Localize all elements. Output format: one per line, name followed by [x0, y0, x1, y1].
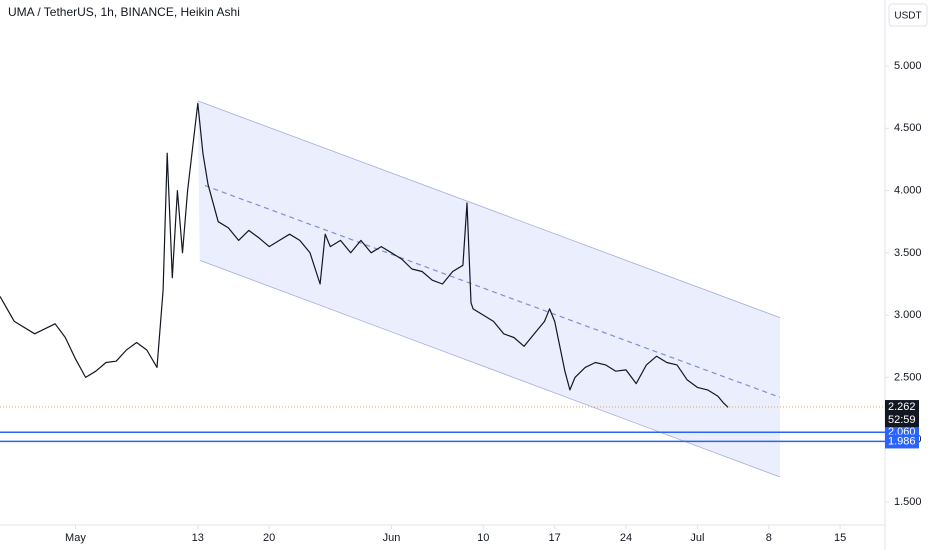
x-tick-label: 8 — [766, 532, 772, 544]
x-tick-label: 24 — [620, 532, 632, 544]
countdown: 52:59 — [888, 414, 916, 426]
x-tick-label: 17 — [549, 532, 561, 544]
y-tick-label: 1.500 — [894, 496, 922, 508]
currency-button[interactable] — [888, 3, 928, 27]
y-tick-label: 5.000 — [894, 60, 922, 72]
price-tag — [885, 434, 919, 449]
y-tick-label: 3.500 — [894, 247, 922, 259]
last-price-label: 2.262 — [888, 401, 916, 413]
channel-fill — [197, 100, 780, 478]
x-tick-label: Jul — [690, 532, 704, 544]
y-tick-label: 3.000 — [894, 309, 922, 321]
y-tick-label: 2.500 — [894, 371, 922, 383]
channel-middle — [204, 185, 781, 398]
currency-label: USDT — [894, 11, 921, 22]
x-tick-label: 13 — [192, 532, 204, 544]
y-tick-label: 4.500 — [894, 122, 922, 134]
x-tick-label: Jun — [383, 532, 401, 544]
last-price-tag — [885, 400, 919, 428]
price-line — [0, 102, 729, 408]
x-tick-label: 10 — [477, 532, 489, 544]
y-tick-label: 4.000 — [894, 184, 922, 196]
chart-title: UMA / TetherUS, 1h, BINANCE, Heikin Ashi — [8, 5, 240, 19]
x-tick-label: 20 — [263, 532, 275, 544]
x-tick-label: May — [65, 532, 86, 544]
price-tag-label: 1.986 — [888, 435, 916, 447]
x-tick-label: 15 — [834, 532, 846, 544]
channel-upper — [197, 100, 781, 318]
